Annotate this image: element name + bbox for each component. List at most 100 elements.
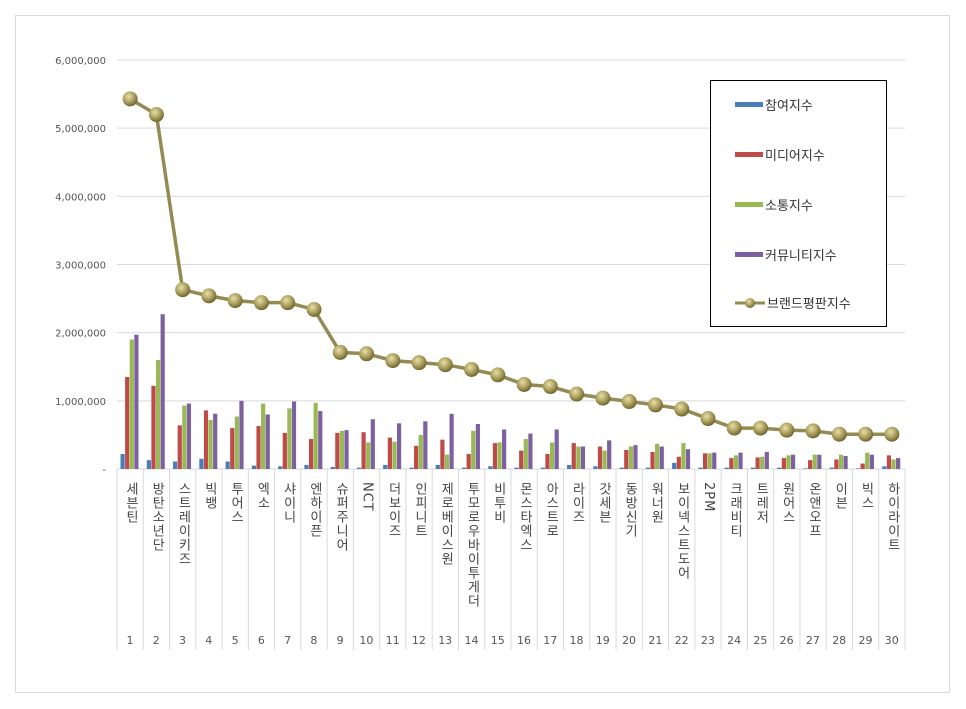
bar-미디어지수-온앤오프 bbox=[808, 460, 813, 469]
x-category-label: 빅뱅 bbox=[201, 482, 217, 510]
x-rank-label: 5 bbox=[231, 634, 239, 647]
bar-커뮤니티지수-트레저 bbox=[764, 451, 769, 469]
legend-label: 참여지수 bbox=[765, 99, 813, 114]
point-빅스 bbox=[858, 426, 874, 442]
bar-커뮤니티지수-2PM bbox=[712, 452, 717, 469]
bar-참여지수-워너원 bbox=[645, 467, 651, 469]
bar-소통지수-제로베이스원 bbox=[444, 454, 450, 469]
x-rank-label: 12 bbox=[411, 634, 426, 647]
legend-swatch bbox=[735, 152, 763, 157]
x-rank-label: 18 bbox=[569, 634, 584, 647]
point-몬스타엑스 bbox=[516, 376, 532, 392]
x-rank-label: 7 bbox=[284, 634, 292, 647]
x-category-label: 샤이니 bbox=[280, 482, 296, 524]
x-rank-label: 11 bbox=[385, 634, 400, 647]
y-tick-label: 2,000,000 bbox=[55, 329, 106, 340]
bar-커뮤니티지수-동방신기 bbox=[633, 445, 638, 469]
bar-소통지수-비투비 bbox=[497, 442, 502, 469]
y-tick-label: 1,000,000 bbox=[55, 397, 106, 408]
x-rank-label: 6 bbox=[257, 634, 265, 647]
bar-참여지수-세븐틴 bbox=[120, 454, 125, 469]
bar-커뮤니티지수-슈퍼주니어 bbox=[344, 430, 349, 469]
bar-미디어지수-비투비 bbox=[492, 443, 498, 469]
bar-미디어지수-방탄소년단 bbox=[151, 385, 156, 469]
point-아스트로 bbox=[542, 379, 558, 395]
bar-참여지수-갓세븐 bbox=[593, 466, 598, 469]
x-category-label: 크래비티 bbox=[727, 482, 743, 538]
bar-커뮤니티지수-방탄소년단 bbox=[160, 314, 165, 469]
legend-swatch bbox=[735, 102, 763, 107]
legend-label: 미디어지수 bbox=[765, 149, 825, 164]
bar-참여지수-빅뱅 bbox=[199, 458, 204, 469]
bar-미디어지수-원어스 bbox=[781, 458, 786, 469]
x-rank-label: 2 bbox=[152, 634, 160, 647]
bar-소통지수-이븐 bbox=[838, 454, 844, 469]
bar-커뮤니티지수-제로베이스원 bbox=[449, 413, 454, 469]
bar-미디어지수-이븐 bbox=[834, 459, 839, 469]
bar-참여지수-동방신기 bbox=[619, 467, 624, 469]
y-tick-label: 5,000,000 bbox=[55, 124, 106, 135]
x-category-label: 하이라이트 bbox=[884, 482, 900, 552]
bar-커뮤니티지수-몬스타엑스 bbox=[528, 433, 533, 469]
x-category-label: 워너원 bbox=[648, 482, 664, 524]
bar-미디어지수-라이즈 bbox=[571, 443, 576, 469]
bar-참여지수-슈퍼주니어 bbox=[330, 466, 335, 469]
bar-소통지수-보이넥스트도어 bbox=[681, 443, 686, 469]
x-category-label: 제로베이스원 bbox=[438, 482, 454, 566]
bar-소통지수-스트레이키즈 bbox=[182, 405, 187, 469]
x-rank-label: 30 bbox=[884, 634, 899, 647]
x-rank-label: 4 bbox=[205, 634, 213, 647]
point-라이즈 bbox=[569, 386, 585, 402]
x-category-label: 라이즈 bbox=[569, 482, 585, 524]
point-투어스 bbox=[227, 293, 243, 309]
legend-swatch bbox=[735, 252, 763, 257]
bar-미디어지수-크래비티 bbox=[729, 458, 734, 469]
point-크래비티 bbox=[726, 420, 742, 436]
bar-커뮤니티지수-크래비티 bbox=[738, 452, 743, 469]
bar-참여지수-비투비 bbox=[488, 466, 493, 469]
bar-소통지수-크래비티 bbox=[733, 455, 739, 469]
bar-커뮤니티지수-갓세븐 bbox=[607, 440, 612, 469]
point-방탄소년단 bbox=[148, 107, 164, 123]
x-rank-label: 13 bbox=[438, 634, 453, 647]
x-category-label: 방탄소년단 bbox=[149, 482, 165, 552]
point-슈퍼주니어 bbox=[332, 344, 348, 360]
bar-커뮤니티지수-아스트로 bbox=[554, 429, 559, 469]
legend-label: 커뮤니티지수 bbox=[765, 249, 837, 264]
x-rank-label: 22 bbox=[674, 634, 689, 647]
bar-소통지수-세븐틴 bbox=[129, 339, 134, 469]
x-category-label: 비투비 bbox=[490, 482, 506, 524]
x-rank-label: 8 bbox=[310, 634, 318, 647]
x-rank-label: 16 bbox=[517, 634, 531, 647]
point-세븐틴 bbox=[122, 91, 138, 107]
legend-item: 커뮤니티지수 bbox=[735, 245, 837, 264]
x-category-label: 이븐 bbox=[832, 482, 848, 510]
point-비투비 bbox=[490, 367, 506, 383]
bar-커뮤니티지수-비투비 bbox=[502, 429, 507, 469]
x-rank-label: 26 bbox=[779, 634, 794, 647]
bar-소통지수-슈퍼주니어 bbox=[339, 430, 345, 469]
point-2PM bbox=[700, 411, 716, 427]
bar-커뮤니티지수-세븐틴 bbox=[134, 334, 139, 469]
bar-소통지수-엔하이픈 bbox=[313, 402, 318, 469]
point-갓세븐 bbox=[595, 390, 611, 406]
bar-미디어지수-빅스 bbox=[860, 463, 865, 469]
bar-커뮤니티지수-엔하이픈 bbox=[318, 411, 323, 469]
bar-참여지수-이븐 bbox=[829, 467, 834, 469]
bar-미디어지수-스트레이키즈 bbox=[177, 425, 182, 469]
bar-커뮤니티지수-온앤오프 bbox=[817, 454, 822, 469]
point-동방신기 bbox=[621, 394, 637, 410]
bar-커뮤니티지수-NCT bbox=[370, 419, 375, 469]
bar-소통지수-빅뱅 bbox=[208, 419, 213, 469]
x-rank-label: 28 bbox=[832, 634, 847, 647]
bar-소통지수-빅스 bbox=[865, 452, 870, 469]
point-트레저 bbox=[753, 420, 769, 436]
point-엔하이픈 bbox=[306, 301, 322, 317]
x-category-label: 투모로우바이투게더 bbox=[464, 482, 480, 608]
bar-미디어지수-빅뱅 bbox=[203, 410, 209, 469]
bar-소통지수-워너원 bbox=[655, 443, 660, 469]
point-샤이니 bbox=[280, 295, 296, 311]
y-tick-label: 4,000,000 bbox=[55, 192, 106, 203]
legend: 참여지수 미디어지수 소통지수 커뮤니티지수 브랜드평판지수 bbox=[710, 80, 887, 327]
bar-소통지수-인피니트 bbox=[418, 434, 423, 469]
